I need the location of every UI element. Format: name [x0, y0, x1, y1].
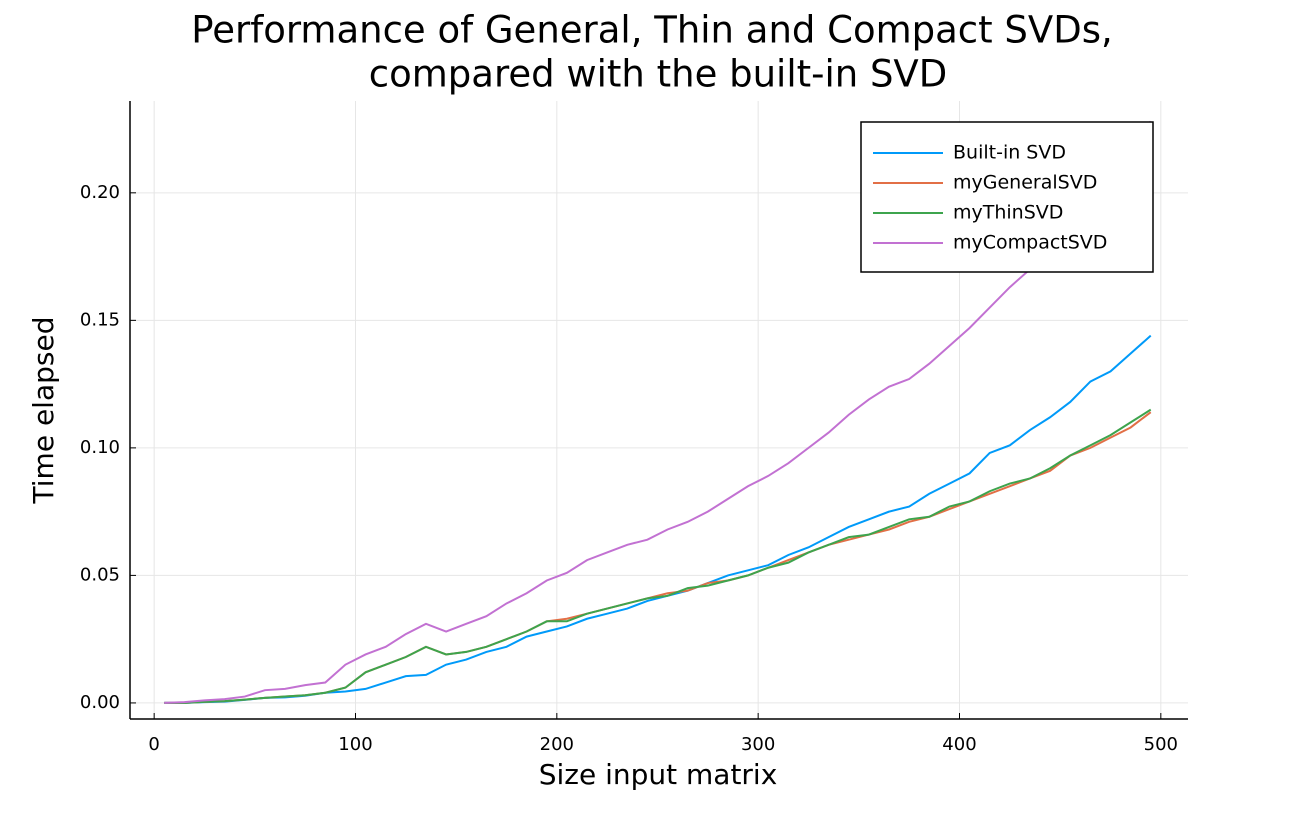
series-line: [164, 334, 1152, 704]
series-line: [164, 408, 1152, 704]
series-line: [164, 120, 1152, 704]
y-axis-label: Time elapsed: [27, 317, 60, 505]
y-tick-label: 0.00: [80, 692, 120, 713]
y-tick-label: 0.20: [80, 182, 120, 203]
legend-label: myGeneralSVD: [953, 172, 1097, 194]
series-line: [164, 411, 1152, 704]
legend-label: myThinSVD: [953, 202, 1063, 224]
legend-box: [860, 121, 1154, 273]
y-tick-label: 0.10: [80, 437, 120, 458]
x-tick-label: 400: [942, 734, 976, 755]
x-axis-label: Size input matrix: [539, 758, 778, 791]
x-tick-label: 300: [741, 734, 775, 755]
y-tick-label: 0.05: [80, 564, 120, 585]
y-tick-label: 0.15: [80, 309, 120, 330]
x-tick-label: 500: [1144, 734, 1178, 755]
x-tick-label: 200: [540, 734, 574, 755]
x-tick-label: 100: [338, 734, 372, 755]
legend-label: Built-in SVD: [953, 142, 1066, 164]
chart-title: compared with the built-in SVD: [369, 53, 947, 96]
x-tick-label: 0: [148, 734, 159, 755]
legend-label: myCompactSVD: [953, 232, 1107, 254]
chart-title: Performance of General, Thin and Compact…: [191, 9, 1113, 52]
